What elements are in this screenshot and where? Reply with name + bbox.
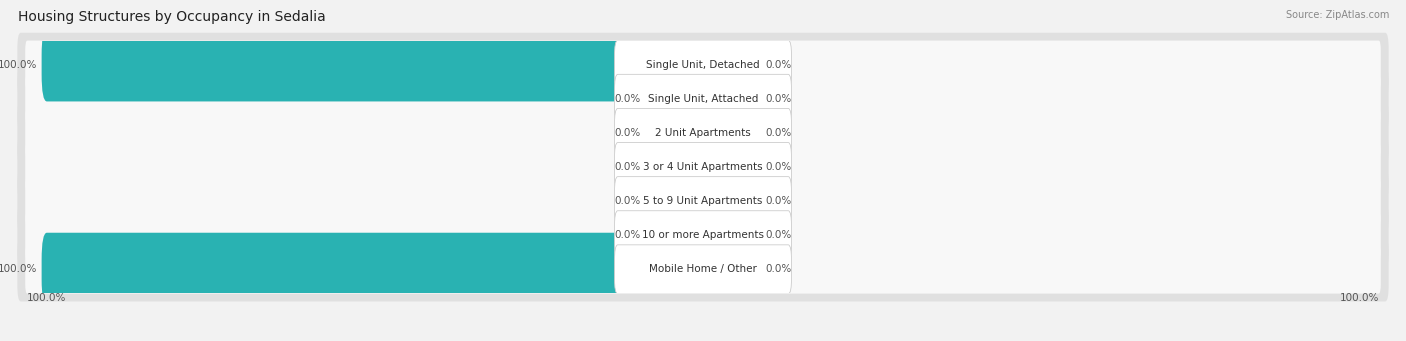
FancyBboxPatch shape (17, 203, 1389, 267)
Text: 0.0%: 0.0% (765, 162, 792, 172)
FancyBboxPatch shape (17, 237, 1389, 301)
FancyBboxPatch shape (25, 211, 1381, 260)
Text: 0.0%: 0.0% (614, 128, 641, 138)
FancyBboxPatch shape (17, 67, 1389, 131)
FancyBboxPatch shape (614, 245, 792, 294)
FancyBboxPatch shape (697, 62, 761, 136)
FancyBboxPatch shape (42, 233, 709, 306)
Text: 100.0%: 100.0% (1340, 293, 1379, 302)
FancyBboxPatch shape (645, 198, 709, 272)
Text: 3 or 4 Unit Apartments: 3 or 4 Unit Apartments (643, 162, 763, 172)
FancyBboxPatch shape (697, 165, 761, 238)
Text: 100.0%: 100.0% (0, 60, 37, 70)
Text: 0.0%: 0.0% (614, 230, 641, 240)
FancyBboxPatch shape (614, 40, 792, 89)
FancyBboxPatch shape (697, 198, 761, 272)
FancyBboxPatch shape (614, 108, 792, 158)
Text: 0.0%: 0.0% (614, 162, 641, 172)
FancyBboxPatch shape (614, 177, 792, 226)
Text: 10 or more Apartments: 10 or more Apartments (643, 230, 763, 240)
Text: 100.0%: 100.0% (0, 264, 37, 275)
FancyBboxPatch shape (697, 28, 761, 102)
FancyBboxPatch shape (17, 169, 1389, 233)
FancyBboxPatch shape (645, 131, 709, 204)
FancyBboxPatch shape (25, 177, 1381, 225)
FancyBboxPatch shape (17, 135, 1389, 199)
FancyBboxPatch shape (697, 97, 761, 170)
Text: 5 to 9 Unit Apartments: 5 to 9 Unit Apartments (644, 196, 762, 206)
FancyBboxPatch shape (645, 62, 709, 136)
FancyBboxPatch shape (645, 165, 709, 238)
Text: Source: ZipAtlas.com: Source: ZipAtlas.com (1285, 10, 1389, 20)
Text: 0.0%: 0.0% (765, 94, 792, 104)
FancyBboxPatch shape (614, 211, 792, 260)
Text: 2 Unit Apartments: 2 Unit Apartments (655, 128, 751, 138)
Text: 0.0%: 0.0% (765, 128, 792, 138)
Text: 0.0%: 0.0% (765, 264, 792, 275)
FancyBboxPatch shape (645, 97, 709, 170)
FancyBboxPatch shape (17, 101, 1389, 165)
FancyBboxPatch shape (25, 75, 1381, 123)
Text: 0.0%: 0.0% (614, 196, 641, 206)
FancyBboxPatch shape (25, 41, 1381, 89)
FancyBboxPatch shape (697, 131, 761, 204)
FancyBboxPatch shape (614, 143, 792, 192)
FancyBboxPatch shape (614, 74, 792, 123)
Text: 100.0%: 100.0% (27, 293, 66, 302)
FancyBboxPatch shape (17, 33, 1389, 97)
Text: Single Unit, Attached: Single Unit, Attached (648, 94, 758, 104)
Text: 0.0%: 0.0% (765, 60, 792, 70)
Text: 0.0%: 0.0% (614, 94, 641, 104)
FancyBboxPatch shape (42, 28, 709, 102)
FancyBboxPatch shape (25, 245, 1381, 294)
FancyBboxPatch shape (25, 143, 1381, 191)
FancyBboxPatch shape (25, 109, 1381, 157)
Text: 0.0%: 0.0% (765, 196, 792, 206)
Text: Housing Structures by Occupancy in Sedalia: Housing Structures by Occupancy in Sedal… (18, 10, 326, 24)
Text: 0.0%: 0.0% (765, 230, 792, 240)
FancyBboxPatch shape (697, 233, 761, 306)
Text: Single Unit, Detached: Single Unit, Detached (647, 60, 759, 70)
Text: Mobile Home / Other: Mobile Home / Other (650, 264, 756, 275)
